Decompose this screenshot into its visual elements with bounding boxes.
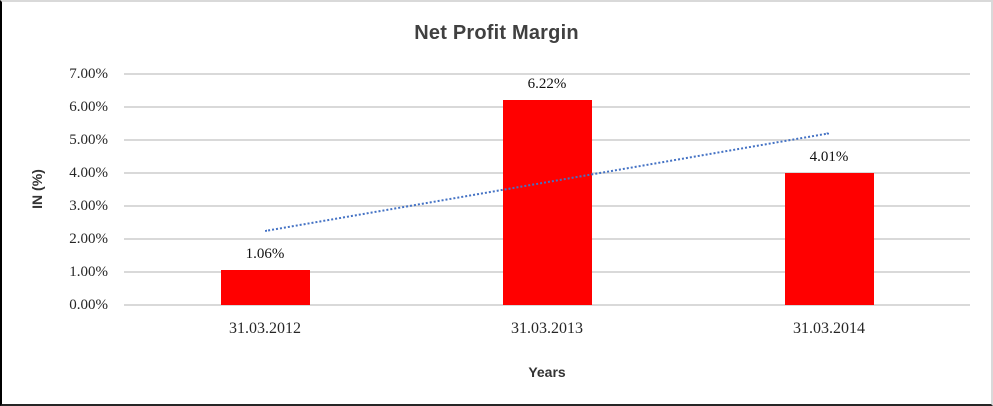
y-axis-tick-label: 2.00% (69, 231, 108, 247)
bar (220, 270, 310, 305)
y-axis-title: IN (%) (29, 169, 45, 209)
chart-title: Net Profit Margin (414, 22, 579, 44)
y-axis-tick-label: 7.00% (69, 66, 108, 82)
x-axis-title: Years (528, 364, 566, 380)
y-axis-tick-label: 5.00% (69, 132, 108, 148)
x-axis-category-label: 31.03.2012 (229, 320, 301, 337)
plot-area: 1.06% 6.22% 4.01% (124, 73, 970, 306)
bar (784, 172, 874, 305)
bar-data-label: 6.22% (527, 75, 567, 92)
y-axis-tick-label: 1.00% (69, 264, 108, 280)
bar-data-label: 4.01% (809, 148, 849, 165)
gridline (124, 304, 970, 306)
bar (502, 99, 592, 305)
bar-data-label: 1.06% (245, 246, 285, 263)
y-axis-tick-label: 3.00% (69, 198, 108, 214)
x-axis-category-label: 31.03.2013 (511, 320, 583, 337)
y-axis-tick-label: 0.00% (69, 297, 108, 313)
y-axis-tick-label: 4.00% (69, 165, 108, 181)
y-axis-tick-label: 6.00% (69, 99, 108, 115)
gridline (124, 73, 970, 75)
x-axis-category-label: 31.03.2014 (793, 320, 865, 337)
